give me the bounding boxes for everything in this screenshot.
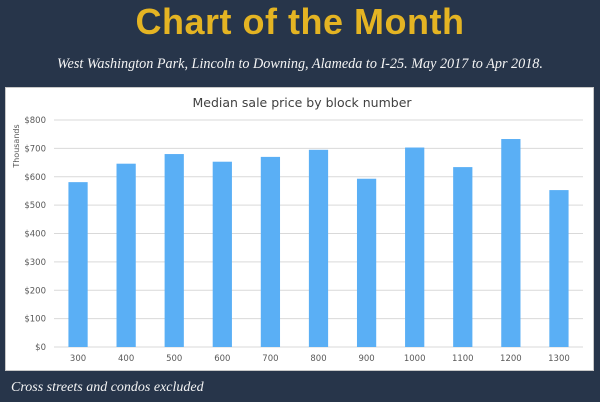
chart-panel: Median sale price by block number Thousa… (5, 87, 594, 371)
x-tick-label: 1300 (548, 354, 570, 364)
x-tick-label: 700 (262, 354, 278, 364)
bar-chart: Median sale price by block number Thousa… (12, 95, 583, 364)
y-axis-ticks: $0 $100 $200 $300 $400 $500 $600 $700 $800 (24, 116, 46, 353)
x-tick-label: 1200 (500, 354, 522, 364)
bar-700 (260, 156, 281, 347)
footnote: Cross streets and condos excluded (11, 380, 204, 395)
x-tick-label: 400 (118, 354, 134, 364)
bar-500 (164, 154, 184, 347)
y-tick-label: $100 (24, 315, 46, 325)
y-tick-label: $600 (24, 173, 46, 183)
x-tick-label: 1100 (452, 354, 474, 364)
x-axis-ticks: 300 400 500 600 700 800 900 1000 1100 1200 1300 (70, 354, 570, 364)
bar-400 (116, 163, 136, 347)
subtitle: West Washington Park, Lincoln to Downing… (57, 56, 543, 72)
bar-300 (68, 182, 88, 347)
x-tick-label: 500 (166, 354, 182, 364)
y-tick-label: $700 (24, 144, 46, 154)
chart-title: Median sale price by block number (192, 95, 412, 110)
bar-1300 (549, 190, 569, 347)
x-tick-label: 300 (70, 354, 86, 364)
bar-600 (212, 161, 232, 347)
y-tick-label: $0 (35, 343, 46, 353)
bar-1100 (453, 167, 473, 347)
bar-1200 (501, 139, 521, 347)
y-tick-label: $800 (24, 116, 46, 126)
y-tick-label: $400 (24, 230, 46, 240)
y-tick-label: $200 (24, 286, 46, 296)
headline: Chart of the Month (135, 1, 465, 42)
y-tick-label: $500 (24, 201, 46, 211)
x-tick-label: 1000 (404, 354, 426, 364)
x-tick-label: 800 (310, 354, 326, 364)
x-tick-label: 600 (214, 354, 230, 364)
bars (68, 139, 569, 347)
bar-900 (356, 178, 377, 347)
y-axis-title: Thousands (12, 124, 21, 168)
y-tick-label: $300 (24, 258, 46, 268)
bar-1000 (405, 147, 425, 347)
x-tick-label: 900 (358, 354, 374, 364)
bar-800 (308, 149, 329, 347)
